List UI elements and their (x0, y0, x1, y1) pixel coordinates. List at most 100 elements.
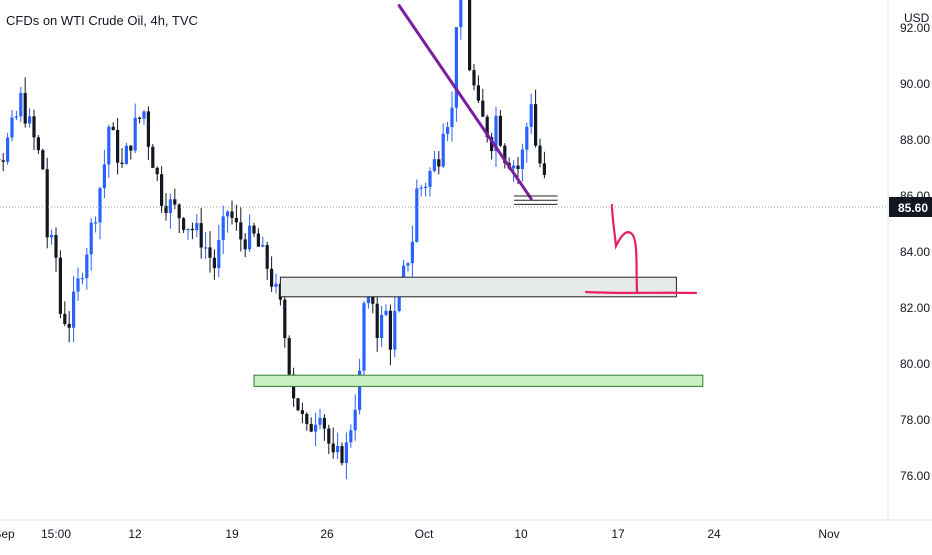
candle (301, 403, 304, 424)
candle (41, 149, 44, 170)
candle (213, 249, 216, 280)
candle (420, 185, 423, 197)
candle (10, 110, 13, 141)
candle (151, 144, 154, 168)
current-price-label: 85.60 (898, 201, 928, 215)
candle (6, 133, 9, 165)
candle (424, 183, 427, 197)
candle (125, 143, 128, 165)
candle (389, 304, 392, 365)
resistance-trendline[interactable] (399, 6, 531, 199)
candle (2, 153, 5, 171)
support-zone-green[interactable] (254, 375, 703, 386)
candle (318, 409, 321, 430)
x-tick-label: 10 (514, 527, 528, 541)
y-tick-label: 76.00 (900, 469, 930, 483)
candle (134, 103, 137, 152)
candle (274, 274, 277, 294)
candle (103, 150, 106, 198)
candle (468, 0, 471, 71)
candle (244, 233, 247, 257)
candle (442, 123, 445, 168)
candle (191, 223, 194, 240)
candle (349, 424, 352, 447)
candle (305, 412, 308, 431)
candle (76, 268, 79, 301)
candle (50, 229, 53, 244)
candle (46, 158, 49, 248)
candle (186, 228, 189, 239)
candle (494, 107, 497, 167)
y-axis-ticks: 92.0090.0088.0086.0084.0082.0080.0078.00… (900, 21, 930, 483)
x-tick-label: 12 (128, 527, 142, 541)
candle (503, 143, 506, 168)
candle (226, 210, 229, 232)
x-tick-label: 26 (320, 527, 334, 541)
candle (252, 223, 255, 237)
candle (340, 443, 343, 466)
candle (63, 301, 66, 326)
candle (68, 311, 71, 342)
x-tick-label: Sep (0, 527, 15, 541)
candle (116, 118, 119, 174)
candle (173, 189, 176, 209)
y-tick-label: 88.00 (900, 133, 930, 147)
x-tick-label: 24 (707, 527, 721, 541)
candle (169, 194, 172, 229)
candle (59, 250, 62, 318)
candle (142, 110, 145, 124)
candle (85, 248, 88, 290)
candle (393, 295, 396, 357)
y-tick-label: 78.00 (900, 413, 930, 427)
candle (32, 110, 35, 151)
candle (54, 228, 57, 272)
x-tick-label: 17 (611, 527, 625, 541)
candle (525, 123, 528, 163)
candle (230, 201, 233, 225)
candle (499, 110, 502, 147)
candle (257, 228, 260, 247)
chart-title: CFDs on WTI Crude Oil, 4h, TVC (6, 13, 198, 28)
y-tick-label: 92.00 (900, 21, 930, 35)
candle (459, 0, 462, 40)
candle (437, 151, 440, 174)
candle (345, 432, 348, 479)
candle (428, 167, 431, 196)
candle (120, 148, 123, 168)
candle (156, 166, 159, 181)
candle (384, 304, 387, 316)
candle (450, 92, 453, 142)
candle (129, 145, 132, 159)
candle (28, 108, 31, 127)
level-lines[interactable] (514, 196, 558, 204)
candle (323, 414, 326, 441)
candle (538, 139, 541, 168)
candle (530, 94, 533, 134)
candle (327, 425, 330, 454)
candle (160, 166, 163, 213)
annotations-layer (254, 6, 703, 387)
candle (376, 297, 379, 352)
candle (261, 236, 264, 247)
candle (138, 117, 141, 124)
candle (235, 205, 238, 231)
candle (433, 151, 436, 172)
candle (310, 417, 313, 432)
y-tick-label: 80.00 (900, 357, 930, 371)
candle (248, 215, 251, 252)
candle (455, 27, 458, 122)
x-tick-label: 15:00 (41, 527, 71, 541)
y-tick-label: 84.00 (900, 245, 930, 259)
candle (200, 208, 203, 259)
candle (534, 90, 537, 148)
candle (477, 75, 480, 103)
candle (94, 216, 97, 232)
candle (204, 232, 207, 259)
candle (72, 276, 75, 342)
candle (15, 111, 18, 120)
candle (332, 428, 335, 459)
candle (354, 394, 357, 440)
